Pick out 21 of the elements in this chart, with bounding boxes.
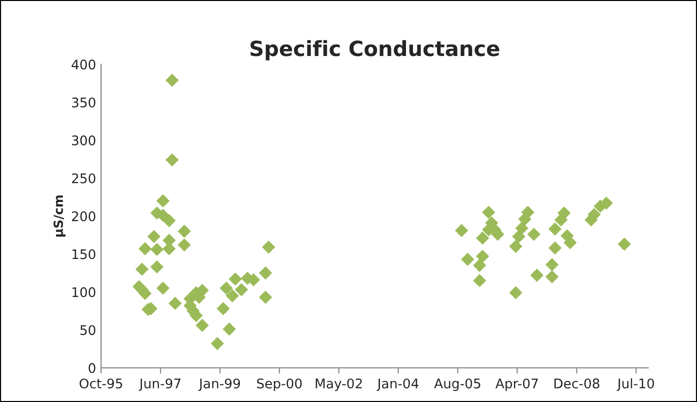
y-tick-label: 150 [72, 249, 96, 260]
x-tick-label: Oct-95 [80, 378, 122, 388]
x-tick-label: Dec-08 [554, 378, 600, 388]
y-tick-label: 300 [72, 135, 96, 146]
x-tick-label: Sep-00 [257, 378, 302, 392]
y-tick-label: 350 [72, 97, 96, 108]
chart-title: Specific Conductance [250, 40, 500, 60]
y-tick-label: 400 [72, 60, 96, 70]
y-tick-label: 50 [80, 325, 96, 336]
x-tick-label: Aug-05 [434, 378, 480, 392]
x-tick-label: Jan-04 [376, 378, 418, 391]
x-tick-label: Jan-99 [198, 378, 240, 391]
y-tick-label: 200 [72, 211, 96, 222]
x-tick-label: Apr-07 [495, 378, 538, 392]
x-tick-label: Jun-97 [138, 378, 180, 391]
y-tick-label: 0 [88, 363, 96, 374]
y-tick-label: 100 [72, 287, 96, 298]
x-tick-label: May-02 [316, 378, 362, 392]
x-tick-label: Jul-10 [616, 378, 654, 391]
y-tick-label: 250 [72, 173, 96, 184]
y-axis-title: µS/cm [54, 195, 66, 237]
